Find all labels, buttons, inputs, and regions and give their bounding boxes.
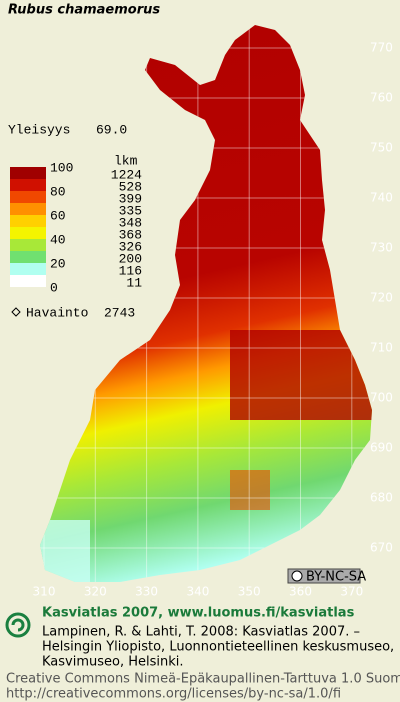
legend-swatch	[10, 239, 46, 251]
frequency-label: Yleisyys	[8, 122, 70, 137]
legend-count: 528	[119, 179, 142, 194]
legend-swatch	[10, 179, 46, 191]
legend-count: 200	[119, 251, 142, 266]
y-axis-label: 700	[370, 391, 393, 405]
footer-title: Kasviatlas 2007, www.luomus.fi/kasviatla…	[42, 606, 355, 621]
y-axis-label: 730	[370, 241, 393, 255]
y-axis-label: 690	[370, 441, 393, 455]
legend-swatch	[10, 263, 46, 275]
legend-count: 399	[119, 191, 142, 206]
y-axis-label: 720	[370, 291, 393, 305]
citation-line: Kasvimuseo, Helsinki.	[42, 655, 184, 670]
x-axis-label: 350	[238, 585, 261, 599]
y-axis-label: 710	[370, 341, 393, 355]
x-axis-label: 330	[135, 585, 158, 599]
x-axis-label: 370	[340, 585, 363, 599]
y-axis-label: 750	[370, 141, 393, 155]
y-axis-label: 760	[370, 91, 393, 105]
x-axis-label: 360	[289, 585, 312, 599]
observations-value: 2743	[104, 305, 135, 320]
legend-scale-label: 20	[50, 256, 66, 271]
legend-scale-label: 80	[50, 184, 66, 199]
logo	[5, 612, 31, 638]
license-line: Creative Commons Nimeä-Epäkaupallinen-Ta…	[6, 672, 400, 687]
x-axis-label: 310	[33, 585, 56, 599]
badge-text: BY-NC-SA	[306, 570, 366, 585]
observations-label: Havainto	[26, 305, 88, 320]
legend-count: 326	[119, 239, 142, 254]
legend-swatch	[10, 215, 46, 227]
legend-scale-label: 0	[50, 280, 58, 295]
count-header: lkm	[114, 153, 138, 168]
legend-count: 116	[119, 263, 142, 278]
y-axis-label: 740	[370, 191, 393, 205]
x-axis-label: 320	[84, 585, 107, 599]
legend-count: 348	[119, 215, 142, 230]
legend-scale-label: 60	[50, 208, 66, 223]
y-axis-label: 670	[370, 541, 393, 555]
legend-swatch	[10, 227, 46, 239]
license-line: http://creativecommons.org/licenses/by-n…	[6, 687, 341, 702]
observation-symbol	[11, 307, 21, 317]
legend-swatch	[10, 203, 46, 215]
map	[40, 25, 372, 582]
y-axis-label: 680	[370, 491, 393, 505]
legend-swatch	[10, 191, 46, 203]
license-badge: BY-NC-SA	[287, 568, 366, 585]
legend-count: 11	[126, 275, 142, 290]
legend-swatch	[10, 251, 46, 263]
citation-line: Lampinen, R. & Lahti, T. 2008: Kasviatla…	[42, 625, 360, 640]
legend-swatch	[10, 167, 46, 179]
legend-count: 1224	[111, 167, 142, 182]
legend-count: 368	[119, 227, 142, 242]
legend-scale-label: 100	[50, 160, 73, 175]
citation-line: Helsingin Yliopisto, Luonnontieteellinen…	[42, 640, 394, 655]
frequency-value: 69.0	[96, 122, 127, 137]
title: Rubus chamaemorus	[8, 3, 160, 18]
x-axis-label: 340	[186, 585, 209, 599]
legend-swatch	[10, 275, 46, 287]
y-axis-label: 770	[370, 41, 393, 55]
legend-count: 335	[119, 203, 142, 218]
legend-scale-label: 40	[50, 232, 66, 247]
